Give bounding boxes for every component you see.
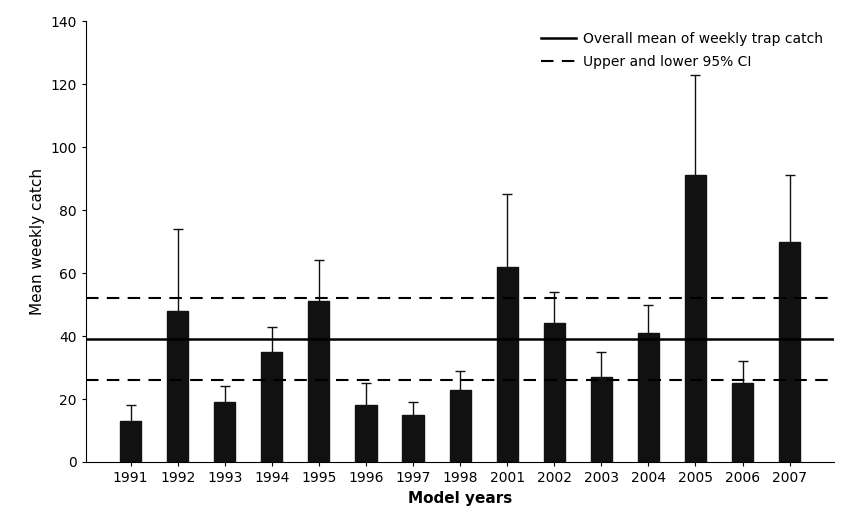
Bar (496, 267, 518, 462)
Bar (355, 405, 377, 462)
Bar (261, 352, 282, 462)
Bar (402, 415, 424, 462)
Y-axis label: Mean weekly catch: Mean weekly catch (30, 168, 45, 315)
Bar (779, 242, 800, 462)
Bar (167, 311, 188, 462)
Bar (308, 302, 329, 462)
Bar (732, 383, 753, 462)
X-axis label: Model years: Model years (408, 491, 513, 506)
Bar (685, 175, 706, 462)
Bar (544, 323, 565, 462)
Bar (638, 333, 659, 462)
Bar (450, 390, 470, 462)
Bar (214, 402, 236, 462)
Legend: Overall mean of weekly trap catch, Upper and lower 95% CI: Overall mean of weekly trap catch, Upper… (538, 28, 827, 73)
Bar (591, 377, 612, 462)
Bar (120, 421, 141, 462)
